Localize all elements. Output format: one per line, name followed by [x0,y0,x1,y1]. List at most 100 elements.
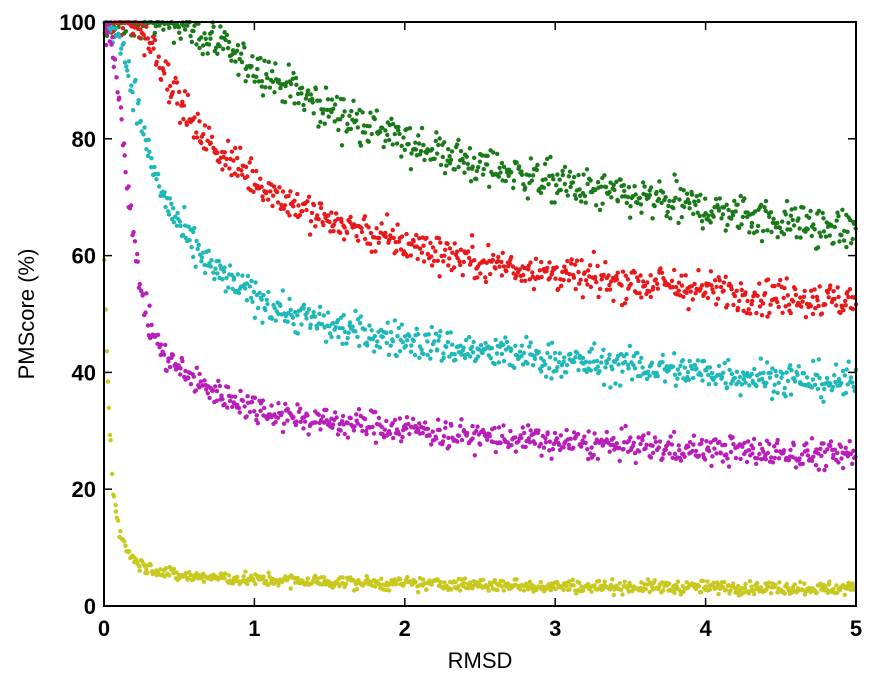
data-point [147,303,152,308]
data-point [820,210,825,216]
data-point [785,378,791,384]
data-point [387,122,392,128]
data-point [224,32,230,38]
data-point [693,202,698,208]
data-point [543,362,548,367]
data-point [226,39,232,45]
data-point [138,118,143,124]
data-point [666,440,671,445]
data-point [150,40,155,46]
data-point [583,200,588,205]
data-point [765,450,771,456]
data-point [424,235,429,241]
data-point [378,129,383,135]
data-point [656,445,661,450]
data-point [154,59,159,65]
data-point [349,108,354,114]
data-point [673,383,678,388]
data-point [290,315,296,320]
data-point [221,46,226,52]
data-point [850,461,855,466]
data-point [447,246,453,251]
data-point [435,258,440,263]
data-point [796,216,801,221]
data-point [622,188,627,194]
data-point [396,325,401,331]
data-point [601,272,606,278]
data-point [433,331,439,336]
data-point [696,268,701,273]
data-point [177,30,182,35]
data-point [487,184,492,189]
data-point [543,440,549,445]
data-point [728,449,734,455]
data-point [585,581,591,587]
data-point [288,307,293,313]
data-point [501,423,506,428]
data-point [731,302,736,308]
data-point [247,284,252,289]
data-point [526,423,531,428]
data-point [521,272,526,278]
data-point [805,453,811,458]
data-point [288,189,293,194]
data-point [250,168,255,174]
data-point [136,35,142,40]
data-point [823,302,828,307]
data-point [421,259,427,264]
data-point [231,275,237,280]
data-point [331,222,337,227]
data-point [721,288,726,293]
data-point [791,299,796,304]
data-point [183,368,188,374]
data-point [549,376,554,381]
data-point [167,364,173,370]
y-tick-label: 20 [72,477,96,502]
data-point [603,260,608,265]
data-point [481,577,486,582]
data-point [269,316,274,321]
data-point [164,368,169,373]
data-point [461,345,466,350]
data-point [788,392,794,397]
data-point [732,198,737,204]
data-point [458,588,463,593]
data-point [169,201,174,207]
data-point [447,161,453,166]
data-point [750,451,755,456]
data-point [513,266,519,271]
data-point [734,288,739,293]
data-point [746,448,752,453]
data-point [257,290,262,296]
data-point [321,313,326,318]
data-point [255,66,260,72]
data-point [553,586,558,592]
data-point [225,385,231,390]
data-point [817,284,822,289]
data-point [442,140,447,145]
data-point [322,121,327,126]
data-point [667,451,672,456]
data-point [815,245,821,250]
data-point [843,390,849,396]
data-point [566,579,572,584]
data-point [570,577,575,582]
data-point [623,423,628,429]
data-point [429,263,435,268]
data-point [211,24,216,29]
data-point [317,304,323,309]
data-point [353,329,358,334]
data-point [534,167,539,173]
data-point [551,441,557,447]
data-point [629,377,635,382]
data-point [640,180,646,185]
data-point [414,232,419,238]
data-point [180,358,185,364]
data-point [654,189,659,195]
data-point [648,580,653,585]
data-point [736,225,742,231]
data-point [560,172,565,178]
data-point [453,357,458,363]
data-point [409,242,414,247]
data-point [124,64,129,69]
